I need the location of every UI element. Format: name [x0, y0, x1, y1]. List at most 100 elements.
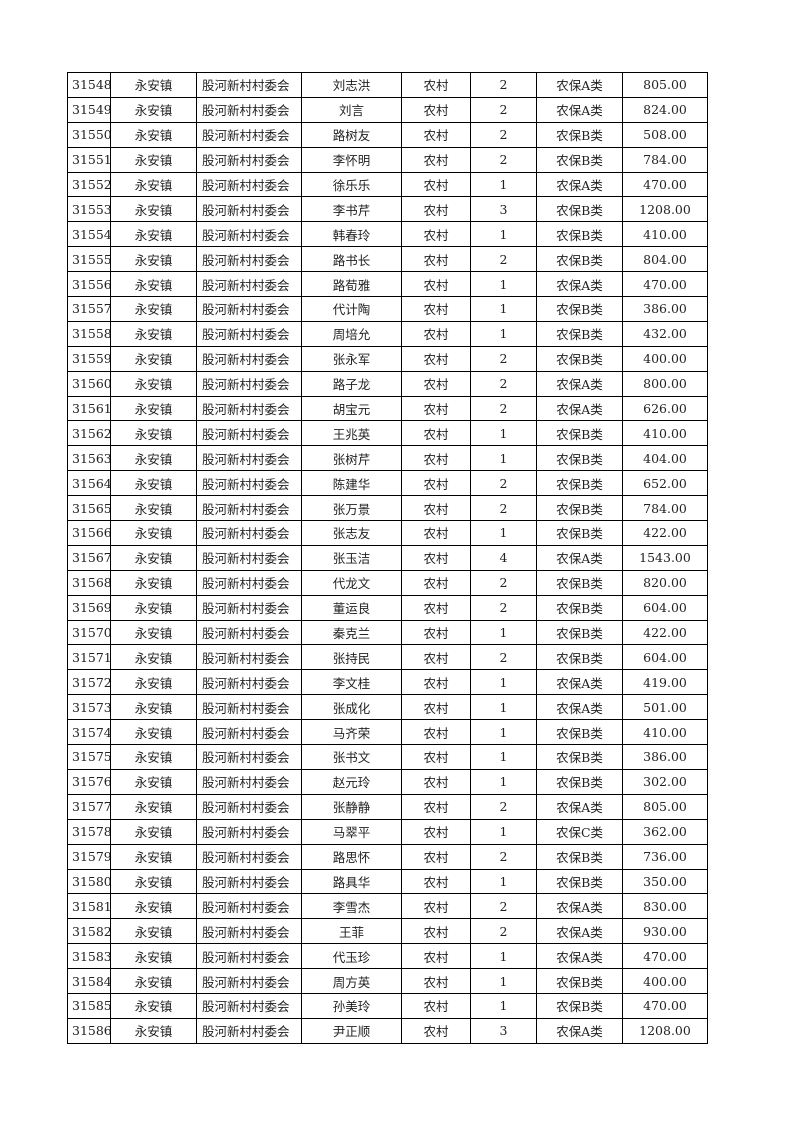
household-count-cell: 2 — [470, 96, 537, 123]
residence-type-cell: 农村 — [401, 246, 471, 273]
household-count-cell: 1 — [470, 221, 537, 248]
residence-type-cell: 农村 — [401, 893, 471, 920]
table-row: 31572 永安镇 股河新村村委会 李文桂 农村 1 农保A类 419.00 — [67, 669, 708, 696]
table-row: 31557 永安镇 股河新村村委会 代计陶 农村 1 农保B类 386.00 — [67, 296, 708, 322]
amount-cell: 386.00 — [622, 744, 708, 770]
insurance-category-cell: 农保B类 — [536, 992, 623, 1019]
person-name-cell: 代龙文 — [301, 569, 402, 596]
record-id-cell: 31560 — [67, 370, 111, 397]
household-count-cell: 1 — [470, 669, 537, 696]
table-row: 31563 永安镇 股河新村村委会 张树芹 农村 1 农保B类 404.00 — [67, 445, 708, 472]
table-row: 31564 永安镇 股河新村村委会 陈建华 农村 2 农保B类 652.00 — [67, 470, 708, 497]
village-committee-cell: 股河新村村委会 — [196, 72, 302, 98]
insurance-category-cell: 农保B类 — [536, 520, 623, 546]
village-committee-cell: 股河新村村委会 — [196, 719, 302, 746]
household-count-cell: 1 — [470, 420, 537, 447]
village-committee-cell: 股河新村村委会 — [196, 893, 302, 920]
household-count-cell: 1 — [470, 818, 537, 845]
insurance-category-cell: 农保A类 — [536, 96, 623, 123]
insurance-category-cell: 农保A类 — [536, 918, 623, 945]
residence-type-cell: 农村 — [401, 271, 471, 298]
household-count-cell: 2 — [470, 843, 537, 870]
residence-type-cell: 农村 — [401, 992, 471, 1019]
record-id-cell: 31559 — [67, 345, 111, 372]
person-name-cell: 胡宝元 — [301, 395, 402, 422]
town-cell: 永安镇 — [110, 843, 197, 870]
household-count-cell: 1 — [470, 694, 537, 721]
village-committee-cell: 股河新村村委会 — [196, 818, 302, 845]
data-table: 31548 永安镇 股河新村村委会 刘志洪 农村 2 农保A类 805.00 31549 永安镇股… — [67, 72, 708, 1044]
person-name-cell: 张成化 — [301, 694, 402, 721]
table-row: 31556 永安镇 股河新村村委会 路荀雅 农村 1 农保A类 470.00 — [67, 271, 708, 298]
amount-cell: 1208.00 — [622, 1017, 708, 1044]
table-row: 31551 永安镇 股河新村村委会 李怀明 农村 2 农保B类 784.00 — [67, 146, 708, 173]
amount-cell: 422.00 — [622, 619, 708, 646]
person-name-cell: 路树友 — [301, 121, 402, 148]
residence-type-cell: 农村 — [401, 1017, 471, 1044]
person-name-cell: 张志友 — [301, 520, 402, 546]
village-committee-cell: 股河新村村委会 — [196, 296, 302, 322]
town-cell: 永安镇 — [110, 320, 197, 347]
person-name-cell: 李雪杰 — [301, 893, 402, 920]
town-cell: 永安镇 — [110, 868, 197, 895]
insurance-category-cell: 农保A类 — [536, 893, 623, 920]
insurance-category-cell: 农保B类 — [536, 868, 623, 895]
person-name-cell: 路书长 — [301, 246, 402, 273]
person-name-cell: 张静静 — [301, 793, 402, 820]
record-id-cell: 31550 — [67, 121, 111, 148]
table-row: 31575 永安镇 股河新村村委会 张书文 农村 1 农保B类 386.00 — [67, 744, 708, 770]
household-count-cell: 2 — [470, 370, 537, 397]
household-count-cell: 4 — [470, 544, 537, 571]
insurance-category-cell: 农保B类 — [536, 296, 623, 322]
residence-type-cell: 农村 — [401, 619, 471, 646]
table-row: 31584 永安镇 股河新村村委会 周方英 农村 1 农保B类 400.00 — [67, 968, 708, 994]
town-cell: 永安镇 — [110, 470, 197, 497]
town-cell: 永安镇 — [110, 246, 197, 273]
person-name-cell: 刘志洪 — [301, 72, 402, 98]
town-cell: 永安镇 — [110, 296, 197, 322]
residence-type-cell: 农村 — [401, 694, 471, 721]
residence-type-cell: 农村 — [401, 918, 471, 945]
village-committee-cell: 股河新村村委会 — [196, 768, 302, 795]
household-count-cell: 3 — [470, 196, 537, 223]
village-committee-cell: 股河新村村委会 — [196, 96, 302, 123]
village-committee-cell: 股河新村村委会 — [196, 121, 302, 148]
record-id-cell: 31576 — [67, 768, 111, 795]
residence-type-cell: 农村 — [401, 544, 471, 571]
residence-type-cell: 农村 — [401, 943, 471, 970]
village-committee-cell: 股河新村村委会 — [196, 544, 302, 571]
village-committee-cell: 股河新村村委会 — [196, 445, 302, 472]
amount-cell: 508.00 — [622, 121, 708, 148]
household-count-cell: 1 — [470, 320, 537, 347]
town-cell: 永安镇 — [110, 370, 197, 397]
residence-type-cell: 农村 — [401, 395, 471, 422]
household-count-cell: 2 — [470, 470, 537, 497]
record-id-cell: 31567 — [67, 544, 111, 571]
village-committee-cell: 股河新村村委会 — [196, 221, 302, 248]
amount-cell: 470.00 — [622, 271, 708, 298]
insurance-category-cell: 农保A类 — [536, 271, 623, 298]
record-id-cell: 31570 — [67, 619, 111, 646]
record-id-cell: 31586 — [67, 1017, 111, 1044]
person-name-cell: 张树芹 — [301, 445, 402, 472]
residence-type-cell: 农村 — [401, 843, 471, 870]
record-id-cell: 31562 — [67, 420, 111, 447]
insurance-category-cell: 农保B类 — [536, 345, 623, 372]
town-cell: 永安镇 — [110, 171, 197, 198]
town-cell: 永安镇 — [110, 345, 197, 372]
person-name-cell: 张万景 — [301, 495, 402, 522]
residence-type-cell: 农村 — [401, 768, 471, 795]
amount-cell: 422.00 — [622, 520, 708, 546]
residence-type-cell: 农村 — [401, 470, 471, 497]
village-committee-cell: 股河新村村委会 — [196, 246, 302, 273]
village-committee-cell: 股河新村村委会 — [196, 271, 302, 298]
residence-type-cell: 农村 — [401, 868, 471, 895]
insurance-category-cell: 农保B类 — [536, 146, 623, 173]
record-id-cell: 31558 — [67, 320, 111, 347]
village-committee-cell: 股河新村村委会 — [196, 420, 302, 447]
household-count-cell: 1 — [470, 868, 537, 895]
household-count-cell: 2 — [470, 345, 537, 372]
table-row: 31574 永安镇 股河新村村委会 马齐荣 农村 1 农保B类 410.00 — [67, 719, 708, 746]
amount-cell: 824.00 — [622, 96, 708, 123]
record-id-cell: 31551 — [67, 146, 111, 173]
